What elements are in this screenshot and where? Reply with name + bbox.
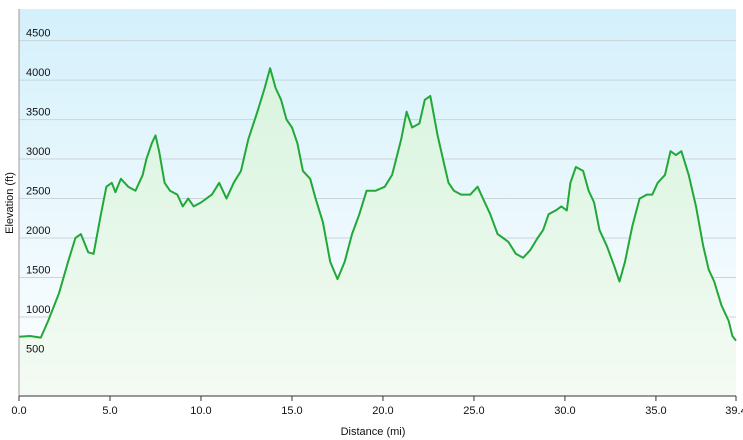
x-tick-label: 30.0 <box>554 405 575 417</box>
y-tick-label: 4000 <box>26 67 50 79</box>
x-tick-label: 25.0 <box>463 405 484 417</box>
y-tick-label: 1500 <box>26 265 50 277</box>
y-tick-label: 500 <box>26 344 44 356</box>
x-tick-label: 0.0 <box>11 405 26 417</box>
x-tick-label: 20.0 <box>372 405 393 417</box>
x-tick-label: 39.4 <box>725 405 743 417</box>
y-axis-ticks: 500 1000 1500 2000 2500 3000 3500 4000 4500 <box>26 28 50 356</box>
x-tick-label: 15.0 <box>281 405 302 417</box>
y-tick-label: 3500 <box>26 107 50 119</box>
x-tick-label: 5.0 <box>102 405 117 417</box>
x-tick-label: 35.0 <box>645 405 666 417</box>
x-axis-ticks: 0.0 5.0 10.0 15.0 20.0 25.0 30.0 35.0 39.4 <box>11 396 743 417</box>
y-axis-title: Elevation (ft) <box>4 172 16 234</box>
elevation-line <box>18 67 737 342</box>
y-tick-label: 4500 <box>26 28 50 40</box>
y-tick-label: 3000 <box>26 146 50 158</box>
x-axis-title: Distance (mi) <box>341 426 406 438</box>
x-tick-label: 10.0 <box>190 405 211 417</box>
y-tick-label: 2500 <box>26 186 50 198</box>
y-tick-label: 2000 <box>26 225 50 237</box>
elevation-area <box>19 68 736 396</box>
y-tick-label: 1000 <box>26 304 50 316</box>
